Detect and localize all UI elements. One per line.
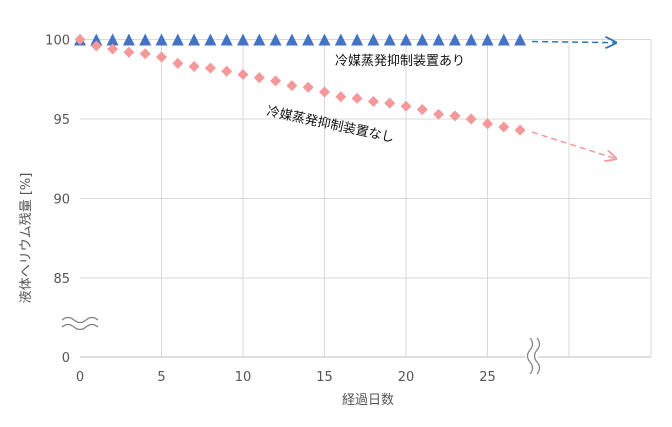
point-with-device [465,33,478,46]
point-with-device [400,33,412,46]
series [74,33,616,159]
point-with-device [237,33,249,46]
x-tick-label: 20 [398,370,415,385]
trend-arrow-1 [531,131,616,159]
y-axis-break-mark [61,316,99,324]
y-axis-title: 液体ヘリウム残量 [%] [19,173,34,304]
point-without-device [221,65,233,77]
point-with-device [383,33,396,46]
point-without-device [482,118,493,130]
point-with-device [90,33,103,46]
point-without-device [416,103,428,115]
annotation-without-device: 冷媒蒸発抑制装置なし [265,104,395,146]
point-without-device [465,113,477,125]
point-without-device [139,48,151,60]
point-without-device [156,51,167,63]
point-with-device [367,33,380,46]
point-with-device [188,33,201,46]
point-with-device [481,33,494,46]
point-without-device [433,108,445,120]
trend-arrow-0 [532,42,616,43]
point-with-device [514,33,527,46]
point-with-device [285,33,298,46]
point-with-device [220,33,233,46]
y-tick-label: 0 [62,351,70,366]
annotations: 冷媒蒸発抑制装置あり 冷媒蒸発抑制装置なし [265,54,465,146]
x-tick-label: 0 [76,370,84,385]
point-with-device [122,33,135,46]
point-without-device [400,100,412,112]
y-axis-break-mark [61,323,99,331]
x-axis-break-mark [533,337,541,375]
x-axis-title: 経過日数 [342,393,394,408]
y-tick-label: 95 [53,113,70,128]
point-without-device [204,62,216,74]
grid [80,39,652,358]
point-without-device [335,91,347,103]
point-without-device [188,61,200,73]
x-axis-break-mark [526,337,534,375]
x-axis-break-gap [526,336,538,378]
axes: 0 85 90 95 100 0 5 10 15 20 25 [45,34,541,385]
point-without-device [449,110,461,122]
point-without-device [253,72,265,84]
point-without-device [90,40,102,52]
point-without-device [107,43,119,55]
x-tick-label: 25 [479,370,496,385]
point-without-device [319,86,330,98]
point-with-device [106,33,119,46]
x-tick-label: 10 [235,370,252,385]
annotation-with-device: 冷媒蒸発抑制装置あり [335,54,465,69]
point-with-device [139,33,152,46]
point-with-device [432,33,445,46]
point-without-device [514,124,526,136]
point-with-device [302,33,315,46]
y-tick-label: 90 [53,193,70,208]
point-without-device [367,96,379,108]
point-with-device [416,33,429,46]
y-tick-label: 85 [53,272,70,287]
point-with-device [269,33,282,46]
point-with-device [497,33,510,46]
point-with-device [318,33,331,46]
point-without-device [172,57,184,69]
point-without-device [286,80,298,92]
point-without-device [270,75,282,87]
y-tick-label: 100 [45,34,70,49]
point-with-device [253,33,266,46]
point-with-device [171,33,184,46]
point-with-device [155,33,168,46]
point-without-device [498,121,510,133]
point-with-device [334,33,347,46]
point-without-device [123,46,135,58]
point-with-device [448,33,461,46]
x-tick-label: 5 [157,370,165,385]
x-tick-label: 15 [316,370,333,385]
point-with-device [204,33,217,46]
point-without-device [351,92,363,104]
point-with-device [351,33,364,46]
point-without-device [237,68,249,80]
point-without-device [302,81,314,93]
point-without-device [74,34,86,45]
point-without-device [384,97,396,109]
